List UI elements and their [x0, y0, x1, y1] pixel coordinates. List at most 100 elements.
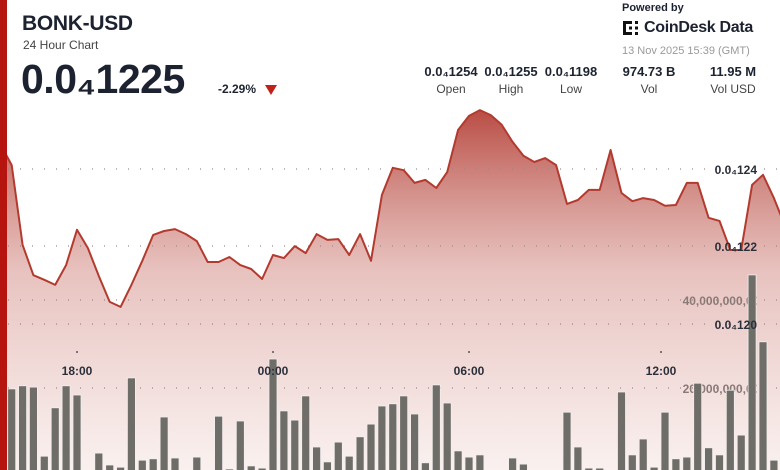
volume-bar — [116, 466, 125, 470]
volume-bar — [170, 457, 180, 470]
time-tick-label: 06:00 — [454, 364, 485, 378]
volume-bar — [584, 467, 594, 470]
price-area — [0, 110, 780, 470]
timestamp: 13 Nov 2025 15:39 (GMT) — [622, 45, 750, 57]
volume-bar — [725, 389, 735, 470]
volume-bar — [519, 463, 528, 470]
current-price: 0.0₄1225 — [21, 56, 185, 102]
stat-value: 974.73 B — [622, 64, 676, 79]
volume-bar — [39, 455, 49, 470]
volume-bar — [214, 415, 224, 470]
volume-bar — [562, 411, 572, 470]
volume-bar — [344, 455, 354, 470]
price-tick-label: 0.0₄124 — [715, 163, 758, 177]
volume-bar — [595, 467, 605, 470]
volume-bar — [747, 274, 757, 470]
volume-bar — [442, 402, 452, 470]
time-tick-label: 00:00 — [258, 364, 289, 378]
coindesk-logo-icon — [623, 21, 638, 35]
volume-bar — [355, 436, 365, 470]
volume-bar — [192, 456, 202, 470]
volume-bar — [410, 413, 420, 470]
pair-title: BONK-USD — [22, 12, 133, 35]
stat-label: High — [498, 82, 524, 96]
stat-vol-usd: 11.95 M Vol USD — [693, 64, 773, 96]
stat-value: 0.0₄1254 — [424, 64, 478, 79]
volume-bar — [312, 446, 322, 470]
chart-subtitle: 24 Hour Chart — [23, 38, 99, 52]
volume-bar — [431, 384, 441, 470]
volume-bar — [704, 447, 713, 470]
price-tick-label: 0.0₄120 — [715, 318, 758, 332]
brand-name: CoinDesk Data — [644, 19, 754, 36]
volume-bar — [18, 385, 28, 470]
time-tick-label: 12:00 — [646, 364, 677, 378]
volume-bar — [235, 420, 245, 470]
volume-bar — [769, 459, 779, 470]
volume-bar — [399, 395, 409, 470]
down-triangle-icon — [265, 85, 277, 95]
volume-bar — [301, 395, 311, 470]
volume-bar — [94, 452, 104, 470]
volume-bar — [268, 358, 278, 470]
volume-bar — [159, 416, 169, 470]
volume-bar — [475, 454, 485, 470]
volume-bar — [627, 454, 637, 470]
volume-bar — [671, 458, 681, 470]
volume-bar — [638, 438, 648, 470]
volume-bar — [573, 446, 583, 470]
time-tick-label: 18:00 — [62, 364, 93, 378]
volume-bar — [508, 457, 518, 470]
stat-open: 0.0₄1254 Open — [411, 64, 491, 96]
stat-label: Vol — [640, 82, 658, 96]
volume-bar — [660, 411, 670, 470]
volume-bar — [279, 410, 289, 470]
stat-label: Vol USD — [710, 82, 756, 96]
accent-bar — [0, 0, 7, 470]
volume-bar — [617, 391, 626, 470]
time-axis: 18:00 00:00 06:00 12:00 — [62, 351, 677, 378]
volume-bar — [736, 434, 746, 470]
volume-bar — [453, 450, 463, 470]
volume-bars — [7, 274, 779, 470]
stat-value: 11.95 M — [709, 64, 757, 79]
volume-bar — [693, 382, 703, 470]
volume-bar — [246, 465, 256, 470]
stat-label: Open — [436, 82, 466, 96]
volume-tick-label: 40,000,000,000 — [683, 294, 767, 308]
price-line — [0, 109, 780, 308]
volume-bar — [137, 459, 147, 470]
volume-bar — [366, 423, 376, 470]
coindesk-logo: CoinDesk Data — [622, 19, 753, 37]
volume-bar — [127, 377, 136, 470]
volume-bar — [333, 441, 343, 470]
volume-bar — [464, 456, 474, 470]
volume-bar — [61, 385, 71, 470]
price-change: -2.29% — [218, 82, 257, 96]
volume-bar — [28, 386, 38, 470]
price-tick-label: 0.0₄122 — [715, 240, 758, 254]
stat-high: 0.0₄1255 High — [471, 64, 551, 96]
stat-value: 0.0₄1255 — [484, 64, 538, 79]
volume-bar — [420, 462, 430, 470]
stat-low: 0.0₄1198 Low — [531, 64, 611, 96]
volume-bar — [649, 466, 659, 470]
volume-bar — [50, 407, 60, 470]
volume-bar — [72, 394, 82, 470]
volume-bar — [388, 403, 398, 470]
volume-bar — [290, 419, 300, 470]
stat-vol: 974.73 B Vol — [609, 64, 689, 96]
powered-by-label: Powered by — [622, 2, 684, 14]
stat-value: 0.0₄1198 — [544, 64, 598, 79]
volume-bar — [758, 341, 768, 470]
volume-bar — [322, 461, 332, 470]
volume-bar — [715, 454, 724, 470]
stat-label: Low — [559, 82, 582, 96]
price-axis: 0.0₄124 0.0₄122 0.0₄120 — [715, 163, 758, 332]
volume-bar — [257, 467, 267, 470]
volume-bar — [682, 456, 692, 470]
volume-bar — [377, 405, 387, 470]
volume-bar — [7, 388, 17, 470]
volume-bar — [105, 464, 115, 470]
volume-bar — [148, 458, 158, 470]
